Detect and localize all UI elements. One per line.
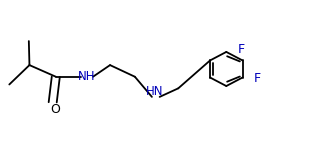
Text: HN: HN (146, 85, 164, 98)
Text: O: O (50, 103, 60, 116)
Text: F: F (254, 72, 261, 85)
Text: F: F (238, 43, 245, 56)
Text: NH: NH (78, 70, 95, 83)
